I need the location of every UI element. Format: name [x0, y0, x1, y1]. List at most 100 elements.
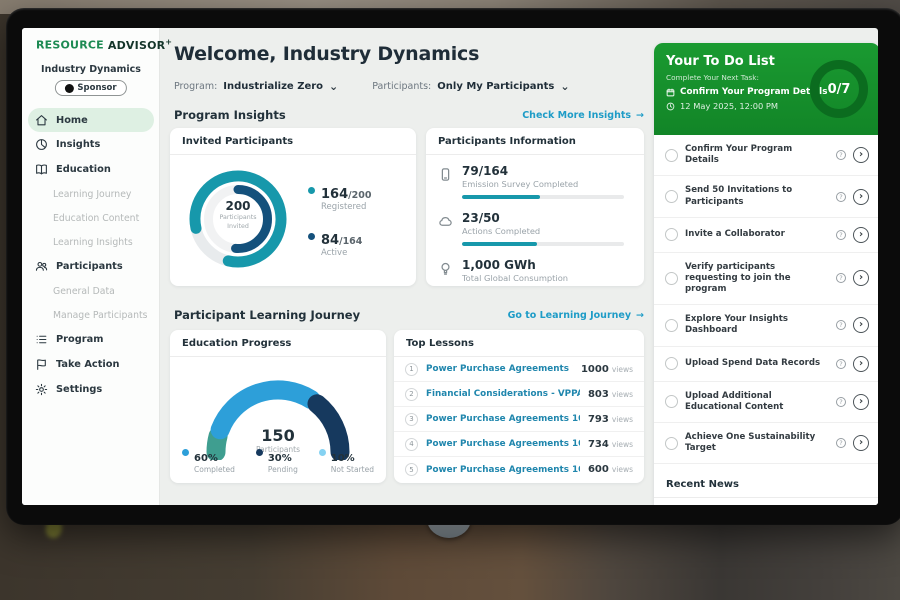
- todo-title: Your To Do List: [666, 54, 775, 69]
- gauge-center-label: 150 Participants: [255, 426, 301, 454]
- arrow-right-icon: →: [636, 309, 644, 321]
- info-icon[interactable]: ?: [836, 191, 846, 202]
- education-icon: [36, 164, 47, 175]
- lesson-link[interactable]: Power Purchase Agreements 101: [426, 364, 573, 374]
- clock-icon: [666, 102, 675, 110]
- lesson-link[interactable]: Power Purchase Agreements 102: [426, 439, 580, 449]
- due-date: 12 May 2025, 12:00 PM: [680, 101, 779, 111]
- sidebar: RESOURCE ADVISOR+ Industry Dynamics Spon…: [22, 28, 172, 505]
- gauge-legend: 60% Completed 30% Pending 10% Not Starte…: [170, 446, 386, 474]
- task-list: Confirm Your Program Details ? › Send 50…: [654, 135, 878, 505]
- sidebar-item-take-action[interactable]: Take Action: [22, 352, 160, 377]
- pending-dot: [255, 449, 263, 456]
- info-icon[interactable]: ?: [836, 438, 846, 449]
- task-chevron-button[interactable]: ›: [853, 270, 869, 287]
- task-chevron-button[interactable]: ›: [853, 317, 869, 334]
- info-icon[interactable]: ?: [836, 358, 846, 369]
- task-checkbox[interactable]: [665, 271, 678, 285]
- info-icon[interactable]: ?: [836, 396, 846, 407]
- task-checkbox[interactable]: [665, 395, 678, 409]
- registered-dot: [308, 187, 315, 194]
- rank-badge: 1: [405, 362, 418, 376]
- not-started-dot: [318, 449, 326, 456]
- sidebar-item-education-content[interactable]: Education Content: [53, 212, 140, 224]
- participants-filter[interactable]: Participants: Only My Participants ⌄: [372, 79, 570, 93]
- go-to-learning-journey-link[interactable]: Go to Learning Journey →: [507, 309, 644, 321]
- arrow-right-icon: →: [636, 109, 644, 121]
- task-row: Upload Additional Educational Content ? …: [654, 382, 878, 423]
- task-row: Upload Spend Data Records ? ›: [654, 347, 878, 382]
- chevron-down-icon[interactable]: ⌄: [560, 79, 570, 93]
- stat-consumption: 1,000 GWh Total Global Consumption: [438, 258, 632, 283]
- sidebar-item-settings[interactable]: Settings: [22, 377, 160, 402]
- take-action-icon: [37, 359, 46, 370]
- sidebar-item-general-data[interactable]: General Data: [53, 285, 115, 297]
- sidebar-nav: Home Insights Education Learning Journey…: [22, 108, 160, 402]
- task-row: Verify participants requesting to join t…: [654, 253, 878, 306]
- sponsor-badge: Sponsor: [54, 80, 127, 96]
- lesson-row: 2 Financial Considerations - VPPAs 803 vi…: [394, 382, 644, 407]
- info-icon[interactable]: ?: [836, 229, 846, 240]
- task-chevron-button[interactable]: ›: [853, 226, 869, 243]
- sidebar-item-learning-insights[interactable]: Learning Insights: [53, 236, 133, 248]
- lesson-row: 3 Power Purchase Agreements 101 793 views: [394, 407, 644, 432]
- legend-registered: 164/200 Registered: [308, 183, 371, 212]
- sidebar-item-insights[interactable]: Insights: [22, 132, 160, 157]
- dashboard-screen: RESOURCE ADVISOR+ Industry Dynamics Spon…: [22, 28, 878, 505]
- task-row: Explore Your Insights Dashboard ? ›: [654, 305, 878, 347]
- task-checkbox[interactable]: [665, 436, 678, 450]
- participants-icon: [35, 261, 48, 271]
- sidebar-item-manage-participants[interactable]: Manage Participants: [53, 309, 148, 321]
- todo-header: Your To Do List Complete Your Next Task:…: [654, 43, 878, 135]
- insights-icon: [36, 139, 47, 150]
- program-icon: [36, 335, 47, 344]
- task-chevron-button[interactable]: ›: [853, 435, 869, 452]
- legend-pending: 30% Pending: [255, 446, 298, 474]
- todo-panel: Your To Do List Complete Your Next Task:…: [654, 43, 878, 505]
- task-row: Achieve One Sustainability Target ? ›: [654, 423, 878, 465]
- logo-resource: RESOURCE: [36, 38, 104, 52]
- info-icon[interactable]: ?: [836, 273, 846, 284]
- legend-active: 84/164 Active: [308, 229, 371, 258]
- learning-journey-header: Participant Learning Journey Go to Learn…: [174, 308, 644, 322]
- info-icon[interactable]: ?: [836, 150, 846, 161]
- rank-badge: 5: [405, 463, 418, 476]
- app-logo: RESOURCE ADVISOR+: [36, 37, 172, 52]
- task-chevron-button[interactable]: ›: [853, 147, 869, 164]
- rank-badge: 4: [405, 437, 418, 451]
- task-chevron-button[interactable]: ›: [853, 355, 869, 372]
- legend-not-started: 10% Not Started: [318, 446, 374, 474]
- sidebar-item-program[interactable]: Program: [22, 327, 160, 352]
- program-filter[interactable]: Program: Industrialize Zero ⌄: [174, 79, 339, 93]
- education-progress-card: Education Progress 150 Participants 60% …: [170, 330, 386, 483]
- lesson-link[interactable]: Power Purchase Agreements 103: [426, 464, 580, 475]
- chevron-down-icon[interactable]: ⌄: [329, 79, 339, 93]
- sidebar-item-education[interactable]: Education: [22, 157, 160, 182]
- sidebar-item-participants[interactable]: Participants: [22, 254, 160, 279]
- completed-dot: [182, 449, 189, 456]
- task-checkbox[interactable]: [665, 190, 678, 204]
- task-row: Confirm Your Program Details ? ›: [654, 135, 878, 177]
- task-chevron-button[interactable]: ›: [853, 393, 869, 410]
- task-checkbox[interactable]: [665, 357, 678, 371]
- check-more-insights-link[interactable]: Check More Insights →: [522, 109, 644, 121]
- task-chevron-button[interactable]: ›: [853, 188, 869, 205]
- donut-legend: 164/200 Registered 84/164 Active: [308, 183, 371, 258]
- emission-progress-bar: [462, 195, 624, 199]
- task-checkbox[interactable]: [665, 318, 678, 332]
- lesson-link[interactable]: Financial Considerations - VPPAs: [426, 389, 580, 399]
- settings-icon: [35, 383, 48, 396]
- lessons-list: 1 Power Purchase Agreements 101 1000view…: [394, 357, 644, 482]
- sidebar-item-learning-journey[interactable]: Learning Journey: [53, 188, 132, 200]
- info-icon[interactable]: ?: [836, 320, 846, 331]
- actions-icon: [439, 217, 452, 226]
- task-checkbox[interactable]: [665, 148, 678, 162]
- sponsor-icon: [64, 83, 74, 93]
- lesson-row: 5 Power Purchase Agreements 103 600 views: [394, 457, 644, 482]
- sidebar-item-home[interactable]: Home: [28, 108, 154, 132]
- top-lessons-card: Top Lessons 1 Power Purchase Agreements …: [394, 330, 644, 483]
- task-checkbox[interactable]: [665, 228, 678, 242]
- home-icon: [36, 114, 47, 125]
- lesson-link[interactable]: Power Purchase Agreements 101: [426, 414, 580, 424]
- stat-actions: 23/50 Actions Completed: [438, 211, 632, 246]
